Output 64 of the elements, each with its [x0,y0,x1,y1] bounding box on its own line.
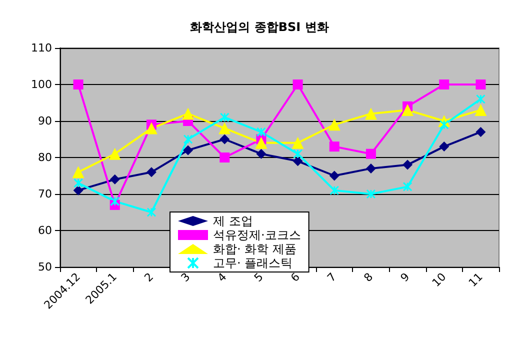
point [73,185,84,196]
y-tick-label: 60 [38,224,52,237]
x-tick-label: 8 [361,270,376,285]
y-tick-label: 100 [31,78,52,91]
point [183,145,194,156]
point [330,186,340,196]
point [292,136,304,149]
y-tick-label: 50 [38,260,52,274]
point [402,160,413,170]
point [73,80,84,90]
point [329,142,340,152]
point [146,208,156,217]
x-tick-label: 9 [398,270,412,285]
point [218,122,231,134]
x-tick-label: 5 [252,270,266,285]
point [439,80,450,90]
x-tick-label: 4 [215,270,230,285]
point [402,182,412,192]
point [220,134,230,144]
point [110,174,120,184]
point [476,126,486,137]
y-tick-label: 110 [31,42,52,54]
x-tick-label: 6 [288,270,302,285]
point [255,136,268,149]
x-tick-label: 3 [178,270,193,285]
legend-label: 화합· 화학 제품 [213,242,296,256]
point [220,112,230,122]
point [145,122,158,134]
point [366,163,376,174]
point [293,149,303,159]
y-tick-label: 70 [38,188,52,200]
point [146,167,156,178]
y-tick-label: 90 [38,114,52,128]
point [220,152,230,162]
point [402,104,414,116]
point [74,178,84,188]
point [476,94,486,104]
point [72,166,84,178]
point [439,142,450,152]
legend-label: 제 조업 [213,214,253,228]
point [292,156,303,166]
point [439,120,449,130]
point [256,148,266,159]
point [183,134,193,144]
point [328,118,340,131]
chart-title: 화학산업의 종합BSI 변화 [190,20,329,34]
x-tick-label: 10 [430,270,449,290]
point [364,108,377,120]
legend-label: 고무· 플래스틱 [213,256,293,270]
point [110,196,120,206]
x-tick-label: 7 [324,270,339,285]
x-tick-label: 2 [142,270,156,285]
x-tick-label: 11 [466,270,486,290]
point [366,148,376,159]
y-tick-label: 80 [38,151,52,164]
legend-label: 석유정제·코크스 [213,228,301,242]
point [182,108,194,120]
point [366,189,376,199]
point [256,127,266,137]
point [108,148,121,160]
point [474,104,487,116]
point [476,80,486,90]
point [329,170,340,181]
point [292,80,303,90]
